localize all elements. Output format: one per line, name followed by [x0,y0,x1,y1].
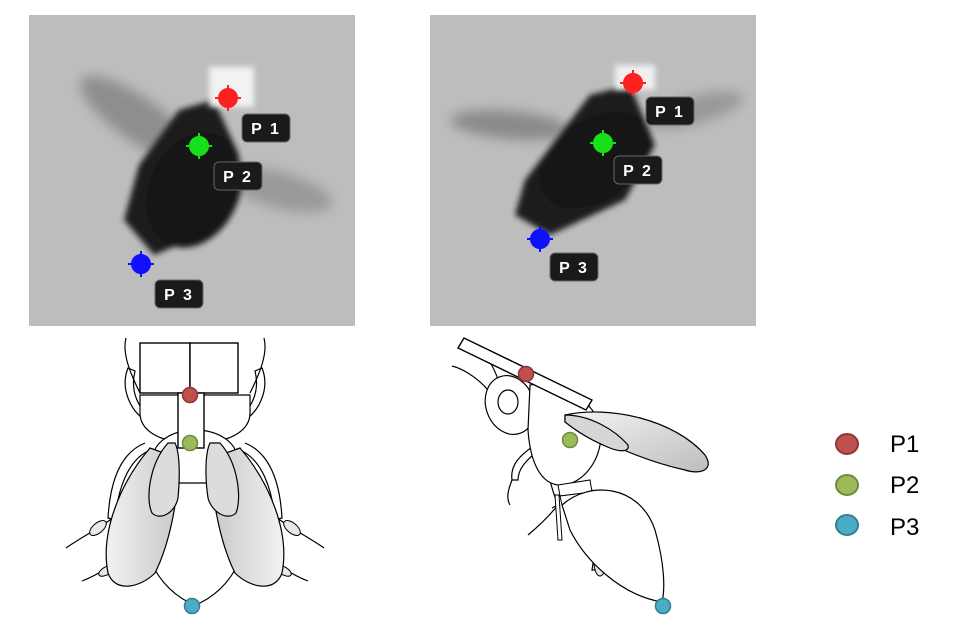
legend-item-p1: P1 [835,431,919,458]
keypoint-p1 [181,386,199,404]
photo-top-view: P 1 P 2 P 3 [29,15,355,326]
marker-p2 [590,130,616,156]
keypoint-p1 [517,365,535,383]
legend-label-p3: P3 [890,514,919,541]
legend-item-p2: P2 [835,472,919,499]
keypoint-p2 [181,434,199,452]
keypoint-p3 [183,597,201,615]
tag-p2: P 2 [613,155,663,185]
abdomen-outline [561,489,665,603]
photo-side-view: P 1 P 2 P 3 [430,15,756,326]
legend: P1 P2 P3 [835,431,919,541]
wing-fore [564,414,629,452]
tag-p1: P 1 [241,113,291,143]
marker-p1 [620,70,646,96]
marker-p3 [527,226,553,252]
marker-p2 [186,133,212,159]
tag-p3: P 3 [154,279,204,309]
legend-label-p1: P1 [890,431,919,458]
legend-label-p2: P2 [890,472,919,499]
keypoint-p3 [654,597,672,615]
keypoint-p2 [561,431,579,449]
tag-p1-text: P 1 [655,104,685,121]
tag-p1: P 1 [645,96,695,126]
marker-p3 [128,251,154,277]
tag-p3-text: P 3 [164,287,194,304]
tag-p3-text: P 3 [559,260,589,277]
reference-box-left [139,342,191,394]
reference-box-right [189,342,239,394]
wing-left-fore [148,442,180,517]
legend-swatch-p1 [835,433,859,455]
insect-drawing-side-view [451,337,709,615]
tag-p1-text: P 1 [251,121,281,138]
legend-swatch-p2 [835,474,859,496]
legend-item-p3: P3 [835,514,919,541]
legend-swatch-p3 [835,514,859,536]
insect-drawing-top-view [65,337,325,615]
marker-p1 [215,85,241,111]
tag-p2: P 2 [213,161,263,191]
tag-p3: P 3 [549,252,599,282]
eye-outline [497,389,519,415]
insect-body [124,100,243,255]
tag-p2-text: P 2 [623,163,653,180]
wing-right-fore [205,442,240,517]
tag-p2-text: P 2 [223,169,253,186]
